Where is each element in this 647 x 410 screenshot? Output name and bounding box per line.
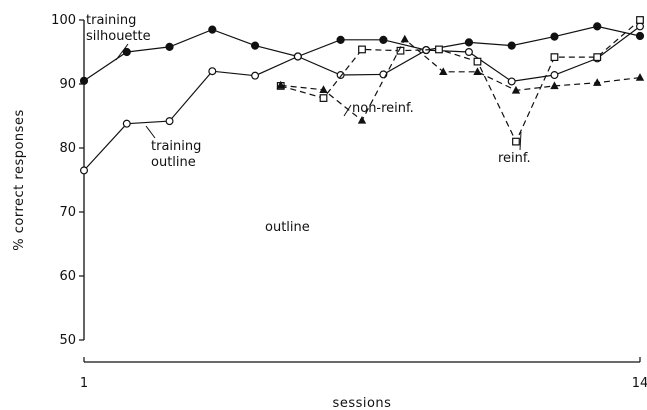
y-axis-label: % correct responses	[12, 109, 27, 250]
annotation-non-reinf: non-reinf.	[352, 101, 414, 116]
data-point	[464, 47, 473, 56]
data-point	[336, 35, 345, 44]
data-point	[165, 42, 174, 51]
data-point	[319, 85, 328, 93]
data-point	[593, 22, 602, 31]
data-point	[208, 67, 217, 76]
chart-labels: trainingsilhouettetrainingoutlinenon-rei…	[86, 13, 531, 235]
annotation-reinf-pointer	[519, 131, 522, 151]
data-point	[208, 25, 217, 34]
data-point	[435, 45, 443, 54]
y-tick-label: 100	[51, 13, 76, 28]
annotation-non-reinf-pointer	[343, 104, 352, 117]
data-point	[464, 38, 474, 47]
data-point	[593, 53, 602, 62]
data-point	[636, 16, 644, 24]
x-tick-label: 1	[80, 376, 88, 391]
data-point	[122, 47, 131, 57]
series-line	[280, 19, 641, 144]
series-line	[83, 25, 641, 82]
annotation-silhouette-line2: silhouette	[86, 29, 151, 44]
annotation-reinf: reinf.	[498, 151, 531, 166]
data-point	[473, 57, 482, 66]
y-tick-label: 80	[59, 141, 76, 156]
chart-axes: 50 60 70 80 90 100 1 14 sessions % correct respon…	[12, 13, 647, 410]
data-point	[635, 73, 645, 81]
series-line	[280, 38, 641, 122]
data-point	[319, 94, 328, 102]
data-point	[251, 71, 260, 80]
data-point	[79, 166, 88, 175]
data-point	[550, 71, 559, 80]
data-point	[379, 35, 388, 44]
data-point	[250, 41, 260, 50]
series-line	[83, 25, 641, 171]
data-point	[550, 32, 559, 41]
data-point	[550, 53, 559, 62]
annotation-outline-line2: outline	[151, 155, 196, 170]
data-point	[550, 81, 559, 90]
data-point	[357, 115, 367, 124]
data-point	[165, 117, 174, 126]
y-tick-label: 60	[59, 269, 76, 284]
annotation-silhouette-line1: training	[86, 13, 136, 28]
data-point	[511, 85, 521, 94]
x-axis-label: sessions	[333, 396, 392, 410]
y-tick-label: 90	[59, 77, 76, 92]
data-point	[276, 80, 285, 89]
data-point	[400, 34, 409, 43]
y-tick-label: 70	[59, 205, 76, 220]
annotation-outline-word: outline	[265, 220, 310, 235]
data-point	[122, 119, 131, 128]
chart-series	[79, 16, 645, 175]
data-point	[439, 67, 448, 76]
x-tick-label: 14	[632, 376, 647, 391]
data-point	[358, 45, 366, 54]
data-point	[507, 77, 516, 86]
data-point	[512, 137, 520, 146]
annotation-silhouette-pointer	[115, 43, 129, 61]
data-point	[635, 31, 645, 41]
data-point	[507, 41, 516, 50]
data-point	[473, 67, 482, 76]
annotation-outline-pointer	[145, 125, 156, 139]
data-point	[293, 52, 302, 61]
data-point	[635, 22, 644, 31]
data-point	[79, 76, 89, 85]
y-tick-label: 50	[59, 333, 76, 348]
data-point	[593, 78, 602, 86]
data-point	[336, 71, 345, 80]
annotation-outline-line1: training	[151, 139, 201, 154]
